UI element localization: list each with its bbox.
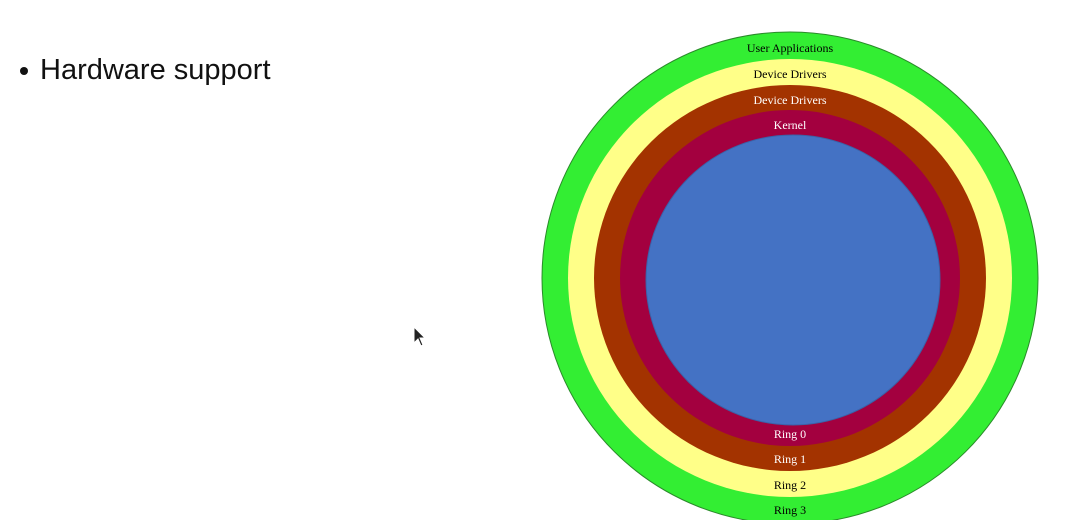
- core-shape: [645, 134, 941, 426]
- ring-0-name-label: Ring 0: [774, 427, 806, 441]
- bullet-text: Hardware support: [40, 54, 271, 86]
- mouse-cursor-icon: [413, 326, 427, 347]
- ring-2-name-label: Ring 2: [774, 478, 806, 492]
- ring-1-role-label: Device Drivers: [754, 93, 827, 107]
- ring-1-name-label: Ring 1: [774, 452, 806, 466]
- bullet-dot-icon: [20, 67, 28, 75]
- ring-3-role-label: User Applications: [747, 41, 834, 55]
- ring-3-name-label: Ring 3: [774, 503, 806, 517]
- ring-0-role-label: Kernel: [774, 118, 807, 132]
- bullet-item: Hardware support: [20, 50, 271, 90]
- bullet-list: Hardware support: [20, 50, 271, 90]
- ring-2-role-label: Device Drivers: [754, 67, 827, 81]
